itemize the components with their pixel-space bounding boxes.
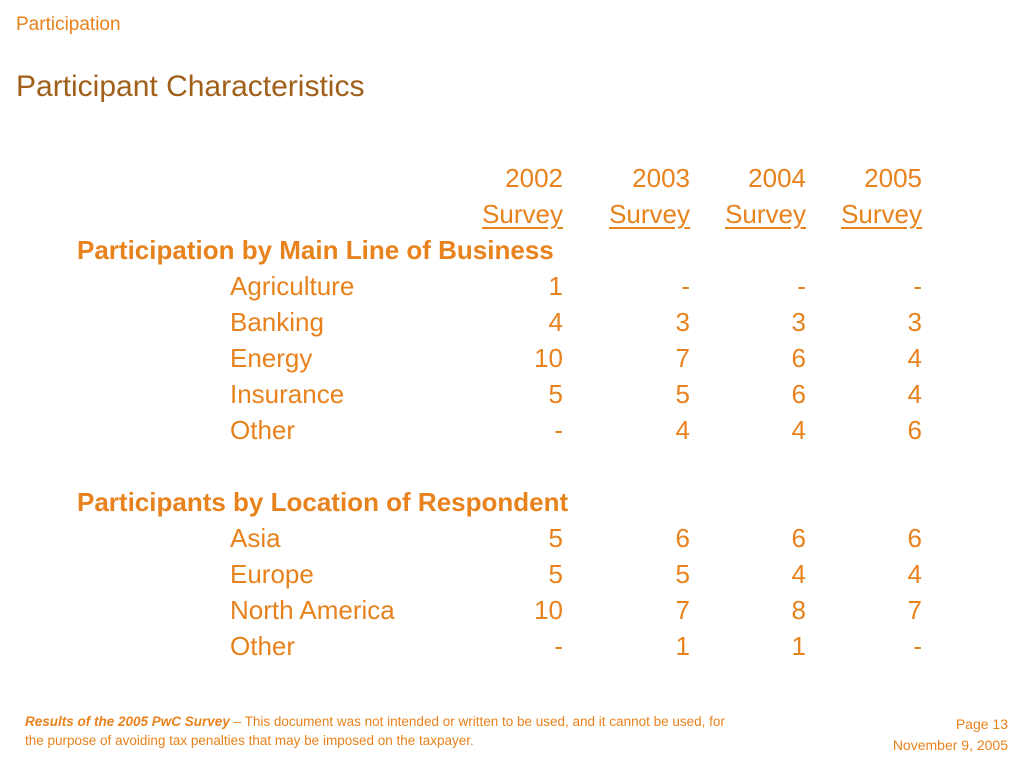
table-cell: 6 xyxy=(791,523,806,553)
table-row: Energy 10 7 6 4 xyxy=(0,340,1024,376)
page-title: Participant Characteristics xyxy=(16,70,365,103)
table-cell: 3 xyxy=(907,307,922,337)
footer-doc-title: Results of the 2005 PwC Survey xyxy=(25,714,230,729)
table-cell: - xyxy=(554,631,563,661)
group-heading: Participation by Main Line of Business xyxy=(77,235,554,265)
table-cell: 4 xyxy=(548,307,563,337)
year-header: 2002 xyxy=(505,163,563,193)
row-label: North America xyxy=(230,595,395,625)
survey-header-row: Survey Survey Survey Survey xyxy=(0,196,1024,232)
table-cell: 1 xyxy=(791,631,806,661)
table-row: Banking 4 3 3 3 xyxy=(0,304,1024,340)
group-heading-row: Participants by Location of Respondent xyxy=(0,484,1024,520)
group-heading-row: Participation by Main Line of Business xyxy=(0,232,1024,268)
year-header-row: 2002 2003 2004 2005 xyxy=(0,160,1024,196)
table-cell: 7 xyxy=(675,343,690,373)
survey-header: Survey xyxy=(841,199,922,229)
row-label: Energy xyxy=(230,343,313,373)
table-cell: 7 xyxy=(907,595,922,625)
table-cell: 4 xyxy=(907,343,922,373)
row-label: Other xyxy=(230,631,296,661)
table-cell: - xyxy=(554,415,563,445)
row-label: Other xyxy=(230,415,296,445)
year-header: 2003 xyxy=(632,163,690,193)
section-label: Participation xyxy=(16,14,121,35)
row-label: Banking xyxy=(230,307,324,337)
table-cell: 4 xyxy=(907,559,922,589)
table-cell: 6 xyxy=(675,523,690,553)
table-cell: 1 xyxy=(548,271,563,301)
survey-header: Survey xyxy=(609,199,690,229)
table-cell: 6 xyxy=(907,415,922,445)
page-number: Page 13 xyxy=(955,716,1008,732)
group-heading: Participants by Location of Respondent xyxy=(77,487,569,517)
row-label: Asia xyxy=(230,523,281,553)
table-cell: 10 xyxy=(534,343,563,373)
footer-disclaimer: Results of the 2005 PwC Survey – This do… xyxy=(25,712,725,750)
table-cell: 3 xyxy=(791,307,806,337)
table-cell: 5 xyxy=(675,559,690,589)
footer-date: November 9, 2005 xyxy=(892,737,1008,753)
table-cell: 5 xyxy=(548,559,563,589)
table-row: Other - 1 1 - xyxy=(0,628,1024,664)
table-row: Other - 4 4 6 xyxy=(0,412,1024,448)
table-row: Asia 5 6 6 6 xyxy=(0,520,1024,556)
table-cell: - xyxy=(913,631,922,661)
footer-disclaimer-text: – This document was not intended or writ… xyxy=(25,714,725,748)
year-header: 2005 xyxy=(864,163,922,193)
table-cell: 6 xyxy=(791,343,806,373)
table-cell: 8 xyxy=(791,595,806,625)
row-label: Europe xyxy=(230,559,314,589)
table-cell: - xyxy=(681,271,690,301)
survey-header: Survey xyxy=(482,199,563,229)
row-label: Agriculture xyxy=(230,271,355,301)
footer-page-info: Page 13 November 9, 2005 xyxy=(893,714,1008,756)
table-cell: 5 xyxy=(548,523,563,553)
table-cell: 10 xyxy=(534,595,563,625)
table-cell: 4 xyxy=(675,415,690,445)
table-cell: - xyxy=(913,271,922,301)
table-cell: - xyxy=(797,271,806,301)
table-cell: 4 xyxy=(791,415,806,445)
table-row: Insurance 5 5 6 4 xyxy=(0,376,1024,412)
table-row: North America 10 7 8 7 xyxy=(0,592,1024,628)
table-cell: 6 xyxy=(791,379,806,409)
table-cell: 1 xyxy=(675,631,690,661)
table-cell: 6 xyxy=(907,523,922,553)
participant-table: 2002 2003 2004 2005 Survey Survey Survey… xyxy=(0,160,1024,664)
survey-header: Survey xyxy=(725,199,806,229)
table-cell: 5 xyxy=(548,379,563,409)
table-cell: 4 xyxy=(791,559,806,589)
table-cell: 4 xyxy=(907,379,922,409)
row-label: Insurance xyxy=(230,379,345,409)
table-cell: 7 xyxy=(675,595,690,625)
table-body: Participation by Main Line of Business Ag… xyxy=(0,232,1024,664)
table-row: Europe 5 5 4 4 xyxy=(0,556,1024,592)
table-cell: 3 xyxy=(675,307,690,337)
year-header: 2004 xyxy=(748,163,806,193)
table-row: Agriculture 1 - - - xyxy=(0,268,1024,304)
table-cell: 5 xyxy=(675,379,690,409)
group-spacer xyxy=(0,448,1024,484)
